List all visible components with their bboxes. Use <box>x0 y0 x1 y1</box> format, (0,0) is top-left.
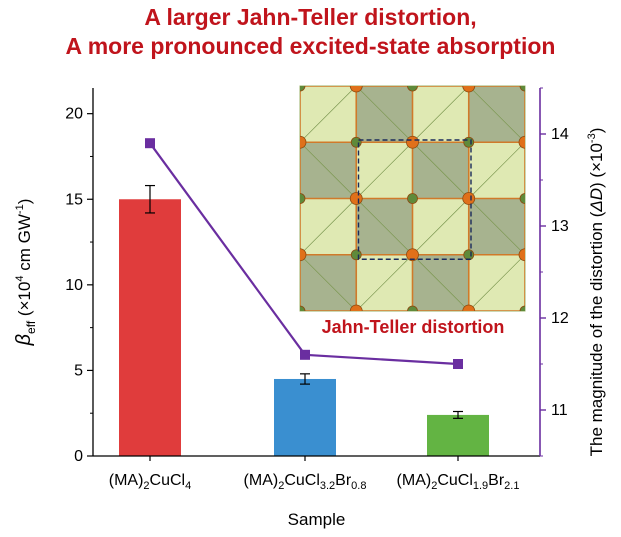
halide-atom <box>349 192 363 205</box>
axes-group: 0 5 10 15 20 11 12 13 14 (MA)2CuCl4 (MA)2CuCl3.2Br… <box>13 87 606 529</box>
distortion-point-1 <box>145 138 155 149</box>
octahedron-face <box>412 86 470 87</box>
copper-atom <box>519 305 525 311</box>
copper-atom <box>300 305 306 311</box>
left-tick-label: 5 <box>74 362 83 379</box>
bar-1 <box>119 199 181 457</box>
halide-atom <box>462 192 476 205</box>
octahedron-face <box>468 86 525 87</box>
copper-atom <box>300 86 306 92</box>
halide-atom <box>406 248 419 262</box>
octahedron-face <box>300 86 301 87</box>
octahedron-face <box>300 198 301 256</box>
right-tick-label: 12 <box>551 310 569 327</box>
copper-atom <box>350 136 362 148</box>
halide-atom <box>518 248 525 262</box>
left-tick-label: 15 <box>65 191 83 208</box>
copper-atom <box>300 193 306 204</box>
bars-group <box>119 199 489 457</box>
x-axis-label: Sample <box>288 510 346 529</box>
x-tick-label-2: (MA)2CuCl3.2Br0.8 <box>244 472 367 492</box>
x-tick-label-3: (MA)2CuCl1.9Br2.1 <box>397 472 520 492</box>
error-bar-3 <box>453 410 463 419</box>
octahedron-face <box>524 254 525 311</box>
copper-atom <box>463 249 475 261</box>
octahedron-face <box>300 141 301 199</box>
right-tick-label: 14 <box>551 126 569 143</box>
halide-atom <box>300 248 307 262</box>
title-line-2: A more pronounced excited-state absorpti… <box>65 33 556 59</box>
y-axis-label-right: The magnitude of the distortion (ΔD) (×1… <box>586 128 606 457</box>
unit-cell-box <box>357 139 472 260</box>
octahedron-face <box>524 86 525 87</box>
octahedron-face <box>300 310 301 311</box>
copper-atom <box>407 305 418 311</box>
halide-atom <box>406 135 419 149</box>
error-bar-2 <box>300 373 310 385</box>
octahedron-face <box>300 86 301 143</box>
octahedron-face <box>355 86 413 87</box>
copper-atom <box>407 193 418 204</box>
halide-atom <box>349 86 363 93</box>
right-tick-label: 11 <box>551 402 568 419</box>
copper-atom <box>519 193 525 204</box>
x-tick-label-1: (MA)2CuCl4 <box>109 472 191 492</box>
distortion-point-2 <box>300 349 310 360</box>
octahedron-face <box>300 86 357 87</box>
halide-atom <box>518 135 525 149</box>
distortion-point-3 <box>453 359 463 369</box>
bar-2 <box>274 378 336 456</box>
left-tick-label: 20 <box>65 106 83 123</box>
distortion-line-group <box>145 138 463 369</box>
y-axis-label-left: βeff (×104 cm GW-1) <box>13 199 38 347</box>
title-line-1: A larger Jahn-Teller distortion, <box>144 4 477 30</box>
bar-3 <box>427 414 489 456</box>
right-tick-label: 13 <box>551 218 569 235</box>
halide-atom <box>300 135 307 149</box>
halide-atom <box>462 86 476 93</box>
octahedra-layer <box>300 86 525 311</box>
halide-atom <box>462 304 476 311</box>
inset-label: Jahn-Teller distortion <box>322 317 505 337</box>
error-bar-1 <box>145 184 155 214</box>
octahedron-face <box>524 141 525 199</box>
error-bars-group <box>145 184 463 419</box>
halide-atom <box>349 304 363 311</box>
copper-atom <box>519 86 525 92</box>
copper-atom <box>463 136 475 148</box>
copper-atom <box>407 86 418 92</box>
left-tick-label: 0 <box>74 448 83 465</box>
left-tick-label: 10 <box>65 277 83 294</box>
copper-atom <box>350 249 362 261</box>
jahn-teller-inset <box>299 85 526 312</box>
